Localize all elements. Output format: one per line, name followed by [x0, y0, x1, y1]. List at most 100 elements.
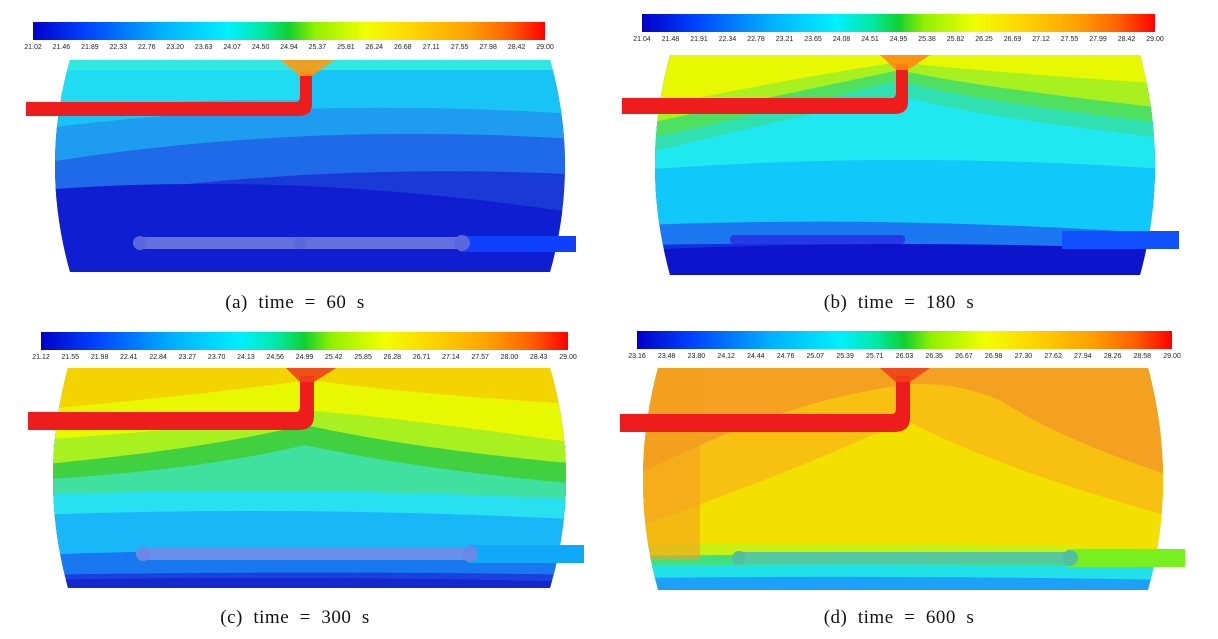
colorbar-tick: 28.58 [1134, 353, 1152, 360]
colorbar-tick: 26.35 [925, 353, 943, 360]
colorbar-tick: 25.42 [325, 354, 343, 361]
colorbar-ticks: 21.12 21.55 21.98 22.41 22.84 23.27 23.7… [32, 354, 577, 361]
colorbar-tick: 26.69 [1004, 36, 1022, 43]
outlet-pipe [1062, 231, 1179, 249]
panel-d: 23.16 23.48 23.80 24.12 24.44 24.76 25.0… [0, 0, 1185, 628]
colorbar-tick: 22.34 [719, 36, 737, 43]
colorbar-tick: 28.42 [508, 44, 526, 51]
colorbar-tick: 21.46 [53, 44, 71, 51]
colorbar-tick: 29.00 [536, 44, 554, 51]
colorbar-tick: 23.21 [776, 36, 794, 43]
colorbar-tick: 26.03 [896, 353, 914, 360]
colorbar-ticks: 21.04 21.48 21.91 22.34 22.78 23.21 23.6… [633, 36, 1164, 43]
colorbar-tick: 22.41 [120, 354, 138, 361]
colorbar-tick: 25.85 [354, 354, 372, 361]
colorbar-tick: 24.12 [717, 353, 735, 360]
distributor-pipe [136, 548, 471, 560]
colorbar-tick: 22.76 [138, 44, 156, 51]
colorbar-tick: 24.99 [296, 354, 314, 361]
colorbar-tick: 23.70 [208, 354, 226, 361]
colorbar-tick: 26.24 [366, 44, 384, 51]
colorbar-tick: 24.51 [861, 36, 879, 43]
colorbar-tick: 25.37 [309, 44, 327, 51]
colorbar-ticks: 23.16 23.48 23.80 24.12 24.44 24.76 25.0… [628, 353, 1181, 360]
inlet-pipe [620, 376, 910, 432]
colorbar-tick: 29.00 [559, 354, 577, 361]
colorbar-tick: 23.20 [166, 44, 184, 51]
colorbar-tick: 25.38 [918, 36, 936, 43]
colorbar-tick: 25.07 [807, 353, 825, 360]
colorbar-tick: 27.99 [1089, 36, 1107, 43]
colorbar-tick: 25.71 [866, 353, 884, 360]
colorbar-tick: 26.67 [955, 353, 973, 360]
colorbar-tick: 27.57 [471, 354, 489, 361]
colorbar-tick: 26.71 [413, 354, 431, 361]
colorbar-tick: 26.28 [384, 354, 402, 361]
colorbar-tick: 24.44 [747, 353, 765, 360]
colorbar-tick: 24.56 [266, 354, 284, 361]
colorbar-tick: 24.76 [777, 353, 795, 360]
colorbar-tick: 27.94 [1074, 353, 1092, 360]
colorbar-tick: 21.04 [633, 36, 651, 43]
panel-caption: (c) time = 300 s [220, 607, 370, 628]
colorbar-tick: 28.00 [501, 354, 519, 361]
colorbar-tick: 27.98 [479, 44, 497, 51]
panel-d-contour: 23.16 23.48 23.80 24.12 24.44 24.76 25.0… [620, 331, 1185, 590]
colorbar-tick: 21.55 [62, 354, 80, 361]
colorbar-tick: 24.94 [280, 44, 298, 51]
colorbar-tick: 27.55 [1061, 36, 1079, 43]
panel-c-contour: 21.12 21.55 21.98 22.41 22.84 23.27 23.7… [28, 332, 584, 588]
colorbar-tick: 21.91 [690, 36, 708, 43]
colorbar-tick: 22.33 [110, 44, 128, 51]
colorbar-tick: 21.98 [91, 354, 109, 361]
panel-caption: (a) time = 60 s [225, 292, 365, 313]
colorbar-tick: 23.80 [688, 353, 706, 360]
colorbar-tick: 21.02 [24, 44, 42, 51]
colorbar-tick: 23.63 [195, 44, 213, 51]
panel-caption: (b) time = 180 s [823, 292, 975, 313]
colorbar-ticks: 21.02 21.46 21.89 22.33 22.76 23.20 23.6… [24, 44, 554, 51]
outlet-pipe [1068, 549, 1185, 567]
colorbar-tick: 24.13 [237, 354, 255, 361]
colorbar-tick: 27.62 [1044, 353, 1062, 360]
colorbar-tick: 29.00 [1146, 36, 1164, 43]
outlet-pipe [468, 545, 584, 563]
colorbar-tick: 22.84 [149, 354, 167, 361]
colorbar-tick: 25.82 [947, 36, 965, 43]
colorbar-tick: 27.11 [423, 44, 440, 51]
colorbar [642, 14, 1155, 32]
colorbar-tick: 27.55 [451, 44, 469, 51]
colorbar-tick: 25.39 [836, 353, 854, 360]
panel-caption: (d) time = 600 s [823, 607, 975, 628]
colorbar-tick: 24.50 [252, 44, 270, 51]
panel-a: 21.02 21.46 21.89 22.33 22.76 23.20 23.6… [0, 0, 590, 313]
colorbar-tick: 21.48 [662, 36, 680, 43]
colorbar [33, 22, 545, 40]
colorbar-tick: 25.81 [337, 44, 355, 51]
colorbar-tick: 23.48 [658, 353, 676, 360]
panel-b: 21.04 21.48 21.91 22.34 22.78 23.21 23.6… [0, 0, 1179, 313]
colorbar-tick: 26.25 [975, 36, 993, 43]
panel-c: 21.12 21.55 21.98 22.41 22.84 23.27 23.7… [0, 0, 590, 628]
distributor-pipe [732, 552, 1072, 564]
inlet-pipe [28, 376, 314, 430]
colorbar-tick: 21.12 [32, 354, 50, 361]
colorbar-tick: 24.95 [890, 36, 908, 43]
colorbar [637, 331, 1172, 349]
colorbar-tick: 21.89 [81, 44, 99, 51]
outlet-pipe [460, 236, 576, 252]
colorbar-tick: 23.27 [179, 354, 197, 361]
colorbar-tick: 22.78 [747, 36, 765, 43]
tank-field [643, 368, 1163, 590]
panel-b-contour: 21.04 21.48 21.91 22.34 22.78 23.21 23.6… [622, 14, 1179, 275]
colorbar-tick: 28.43 [530, 354, 548, 361]
colorbar-tick: 27.14 [442, 354, 460, 361]
distributor-pipe [730, 235, 905, 244]
inlet-pipe [622, 64, 908, 114]
colorbar-tick: 29.00 [1163, 353, 1181, 360]
colorbar-tick: 24.08 [833, 36, 851, 43]
panel-a-contour: 21.02 21.46 21.89 22.33 22.76 23.20 23.6… [24, 22, 576, 272]
colorbar-tick: 26.68 [394, 44, 412, 51]
colorbar-tick: 23.16 [628, 353, 646, 360]
colorbar-tick: 27.30 [1015, 353, 1033, 360]
